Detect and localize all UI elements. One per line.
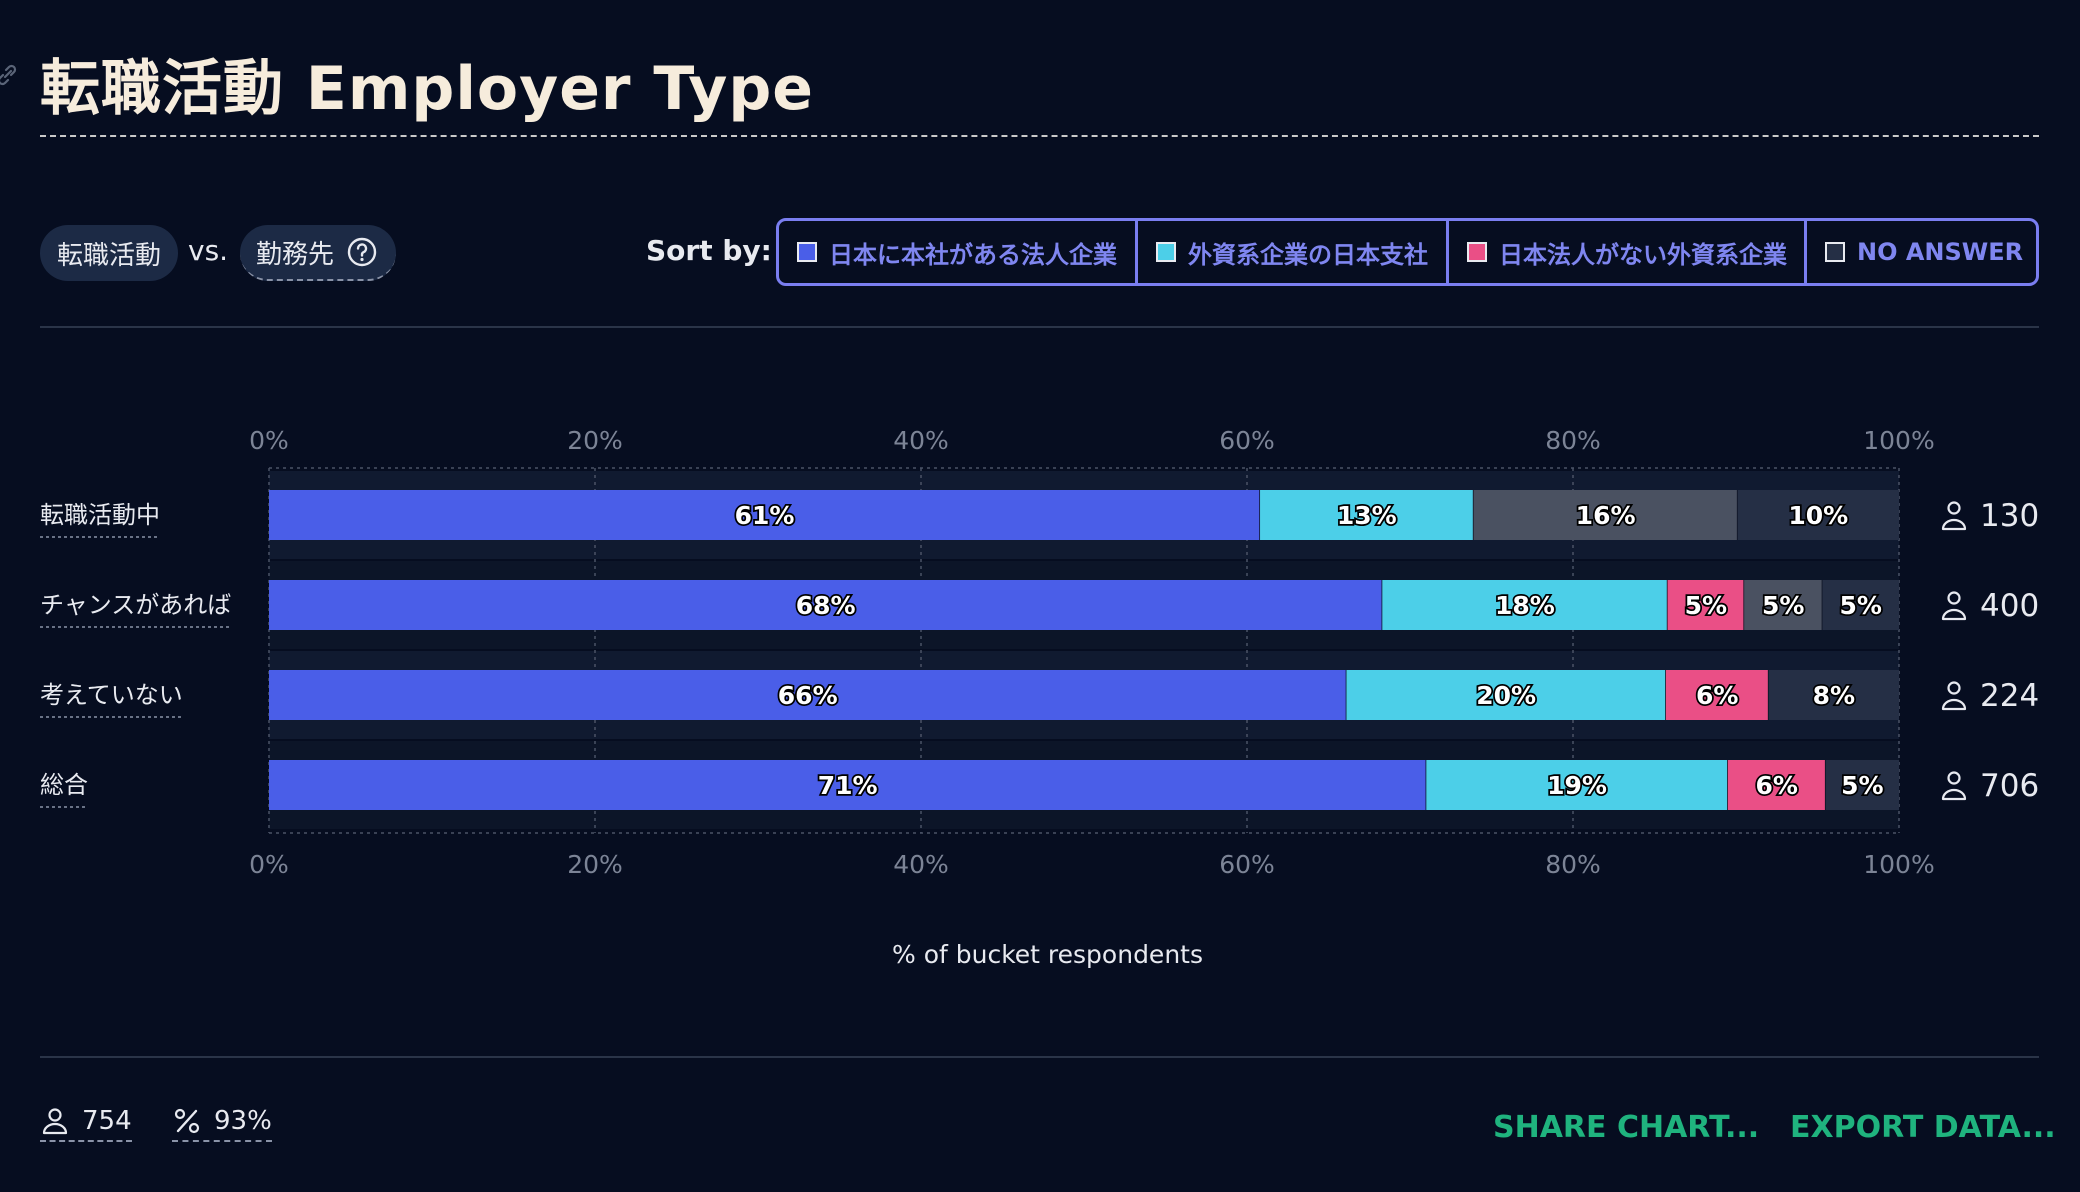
total-respondents-value: 754 — [82, 1106, 132, 1136]
x-tick-label-bottom: 0% — [249, 850, 289, 879]
x-tick-label-bottom: 60% — [1219, 850, 1275, 879]
export-data-button[interactable]: EXPORT DATA... — [1790, 1110, 2056, 1145]
data-label: 5% — [1685, 591, 1727, 620]
x-tick-label-top: 100% — [1863, 426, 1934, 455]
data-label: 16% — [1576, 501, 1636, 530]
data-label: 61% — [735, 501, 795, 530]
respondent-count: 130 — [1980, 498, 2039, 534]
person-icon — [1949, 593, 1960, 604]
person-icon — [40, 1106, 70, 1136]
x-tick-label-top: 0% — [249, 426, 289, 455]
response-rate[interactable]: 93% — [172, 1106, 272, 1142]
x-tick-label-bottom: 80% — [1545, 850, 1601, 879]
category-label: チャンスがあれば — [40, 591, 231, 619]
person-icon — [1949, 503, 1960, 514]
response-rate-value: 93% — [214, 1106, 272, 1136]
data-label: 68% — [796, 591, 856, 620]
x-tick-label-bottom: 100% — [1863, 850, 1934, 879]
data-label: 13% — [1337, 501, 1397, 530]
category-label: 転職活動中 — [40, 501, 160, 529]
data-label: 5% — [1762, 591, 1804, 620]
footer-divider — [40, 1056, 2039, 1058]
data-label: 8% — [1813, 681, 1855, 710]
person-icon-body — [1943, 520, 1965, 529]
data-label: 19% — [1547, 771, 1607, 800]
x-tick-label-top: 40% — [893, 426, 949, 455]
x-tick-label-bottom: 40% — [893, 850, 949, 879]
data-label: 5% — [1841, 771, 1883, 800]
person-icon-body — [1943, 610, 1965, 619]
x-tick-label-top: 60% — [1219, 426, 1275, 455]
data-label: 10% — [1788, 501, 1848, 530]
x-axis-title: % of bucket respondents — [0, 940, 2080, 969]
person-icon-body — [1943, 790, 1965, 799]
category-label: 考えていない — [40, 681, 183, 709]
data-label: 6% — [1696, 681, 1738, 710]
person-icon — [1949, 773, 1960, 784]
person-icon — [1949, 683, 1960, 694]
data-label: 20% — [1476, 681, 1536, 710]
respondent-count: 400 — [1980, 588, 2039, 624]
total-respondents[interactable]: 754 — [40, 1106, 132, 1142]
x-tick-label-top: 20% — [567, 426, 623, 455]
category-label: 総合 — [40, 771, 88, 799]
respondent-count: 224 — [1980, 678, 2039, 714]
x-tick-label-bottom: 20% — [567, 850, 623, 879]
data-label: 71% — [818, 771, 878, 800]
x-tick-label-top: 80% — [1545, 426, 1601, 455]
data-label: 66% — [778, 681, 838, 710]
respondent-count: 706 — [1980, 768, 2039, 804]
percent-icon — [172, 1106, 202, 1136]
person-icon-body — [1943, 700, 1965, 709]
share-chart-button[interactable]: SHARE CHART... — [1493, 1110, 1759, 1145]
data-label: 5% — [1839, 591, 1881, 620]
data-label: 18% — [1495, 591, 1555, 620]
data-label: 6% — [1756, 771, 1798, 800]
